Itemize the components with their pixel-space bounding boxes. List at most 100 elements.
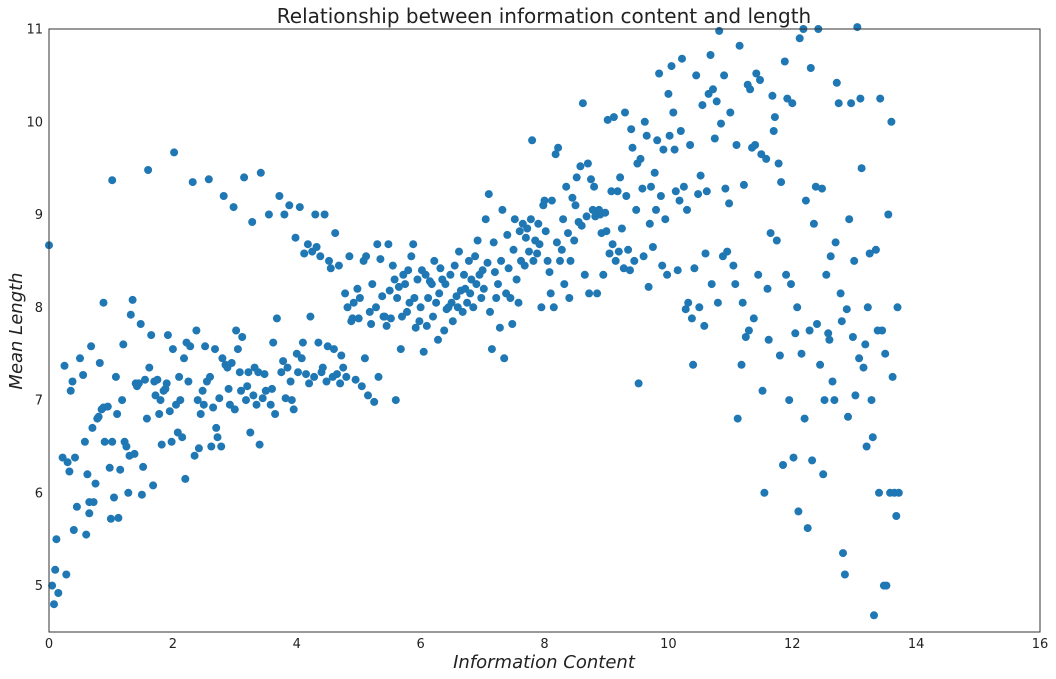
data-point xyxy=(560,280,569,289)
data-point xyxy=(268,384,276,393)
data-point xyxy=(219,192,228,200)
data-point xyxy=(857,164,866,173)
data-point xyxy=(334,261,343,270)
data-point xyxy=(472,280,481,289)
data-point xyxy=(157,440,166,449)
data-point xyxy=(193,396,202,405)
data-point xyxy=(380,312,389,321)
data-point xyxy=(498,205,507,214)
data-point xyxy=(419,347,428,356)
data-point xyxy=(811,182,820,191)
data-point xyxy=(867,396,876,405)
x-tick-label: 0 xyxy=(45,637,53,652)
data-point xyxy=(348,314,357,323)
data-point xyxy=(116,465,125,474)
data-point xyxy=(79,371,88,379)
data-point xyxy=(229,203,238,212)
data-point xyxy=(763,284,772,293)
data-point xyxy=(583,159,592,168)
data-point xyxy=(882,581,891,590)
data-point xyxy=(479,284,488,293)
data-point xyxy=(549,303,558,312)
data-point xyxy=(137,490,146,499)
data-point xyxy=(766,229,775,238)
data-point xyxy=(559,215,568,224)
data-point xyxy=(577,221,586,230)
x-axis-ticks: 0 2 4 6 8 10 12 14 16 xyxy=(45,637,1048,652)
data-point xyxy=(320,210,329,219)
data-point xyxy=(441,280,450,289)
data-point xyxy=(868,433,877,442)
data-point xyxy=(165,407,174,416)
data-point xyxy=(638,184,647,193)
data-point xyxy=(830,396,839,405)
data-point xyxy=(893,303,902,312)
data-point xyxy=(540,196,549,205)
data-point xyxy=(473,236,482,245)
data-point xyxy=(797,349,806,358)
data-point xyxy=(246,428,255,437)
data-point xyxy=(66,386,75,395)
data-point xyxy=(590,182,599,191)
data-point xyxy=(861,340,870,349)
data-point xyxy=(871,245,880,254)
data-point xyxy=(287,396,296,405)
data-point xyxy=(50,600,58,609)
data-point xyxy=(448,317,457,326)
data-point xyxy=(557,245,566,254)
data-point xyxy=(551,150,560,159)
data-point xyxy=(252,400,261,409)
data-point xyxy=(345,252,354,261)
data-point xyxy=(887,117,896,126)
data-point xyxy=(256,168,265,177)
data-point xyxy=(393,294,402,302)
data-point xyxy=(464,256,473,265)
data-point xyxy=(601,208,610,217)
data-point xyxy=(529,256,538,265)
data-point xyxy=(354,314,363,323)
data-point xyxy=(466,289,475,298)
data-point xyxy=(362,252,371,261)
data-point xyxy=(652,205,660,214)
data-point xyxy=(142,414,151,423)
data-point xyxy=(500,354,509,363)
data-point xyxy=(326,264,335,273)
data-point xyxy=(839,549,847,558)
data-point xyxy=(238,333,247,341)
data-point xyxy=(878,326,887,335)
data-point xyxy=(298,338,307,347)
data-point xyxy=(732,141,741,149)
data-point xyxy=(695,303,704,312)
x-tick-label: 12 xyxy=(784,637,801,652)
data-point xyxy=(477,294,486,302)
data-point xyxy=(192,326,201,335)
data-point xyxy=(611,256,620,265)
data-point xyxy=(706,51,715,59)
y-axis-ticks: 5 6 7 8 9 10 11 xyxy=(26,23,43,595)
data-point xyxy=(853,23,862,32)
data-point xyxy=(733,414,742,423)
data-point xyxy=(667,62,676,71)
data-point xyxy=(486,307,494,316)
data-point xyxy=(602,227,611,236)
data-point xyxy=(384,240,393,249)
data-point xyxy=(509,245,518,254)
data-point xyxy=(318,363,327,372)
data-point xyxy=(647,182,655,191)
data-point xyxy=(800,414,809,423)
data-point xyxy=(110,493,118,502)
data-point xyxy=(785,396,794,405)
data-point xyxy=(820,396,829,405)
data-point xyxy=(696,171,705,180)
x-tick-label: 4 xyxy=(293,637,301,652)
data-point xyxy=(455,247,463,256)
data-point xyxy=(543,256,552,265)
data-point xyxy=(291,233,300,242)
data-point xyxy=(285,201,294,210)
data-point xyxy=(333,370,341,379)
data-point xyxy=(337,351,346,360)
data-point xyxy=(364,391,372,400)
data-point xyxy=(224,384,233,393)
data-point xyxy=(514,298,523,307)
